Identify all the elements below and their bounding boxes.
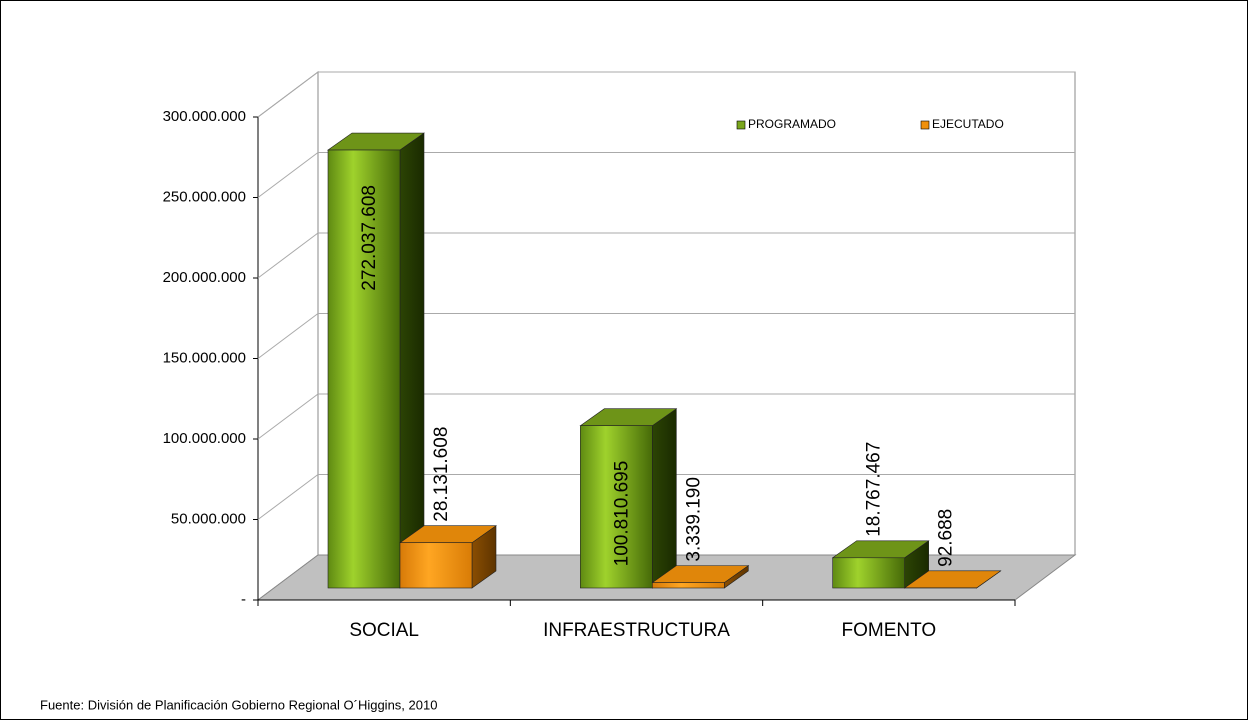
data-label: 92.688 <box>936 509 957 567</box>
grid-line <box>257 232 319 279</box>
legend-swatch <box>736 120 746 130</box>
y-tick-label: 300.000.000 <box>163 108 246 125</box>
bar <box>399 542 473 589</box>
data-label: 100.810.695 <box>611 461 632 567</box>
data-label: 3.339.190 <box>683 477 704 562</box>
grid-line <box>257 393 319 440</box>
bar <box>652 582 725 589</box>
grid-line <box>257 313 319 359</box>
grid-line <box>257 152 319 198</box>
data-label: 28.131.608 <box>431 427 452 522</box>
y-tick-label: 200.000.000 <box>163 269 246 286</box>
bar-side <box>399 132 425 589</box>
x-tick-label: FOMENTO <box>842 620 937 641</box>
y-tick-label: 250.000.000 <box>163 188 246 205</box>
bar <box>832 557 905 589</box>
legend-label: PROGRAMADO <box>748 117 836 131</box>
bar-side <box>652 408 677 589</box>
data-label: 272.037.608 <box>359 185 380 291</box>
grid-line <box>257 71 319 118</box>
x-tick-label: INFRAESTRUCTURA <box>543 620 730 641</box>
y-tick-label: 50.000.000 <box>171 510 246 527</box>
data-label: 18.767.467 <box>864 442 885 537</box>
x-tick-label: SOCIAL <box>349 620 419 641</box>
source-note: Fuente: División de Planificación Gobier… <box>40 697 437 712</box>
bar <box>580 425 653 589</box>
y-tick-label: 150.000.000 <box>163 349 246 366</box>
y-tick-label: - <box>241 591 246 608</box>
grid-line <box>257 474 319 520</box>
bar <box>327 149 401 589</box>
legend-swatch <box>920 120 930 130</box>
y-tick-label: 100.000.000 <box>163 430 246 447</box>
legend-label: EJECUTADO <box>932 117 1004 131</box>
